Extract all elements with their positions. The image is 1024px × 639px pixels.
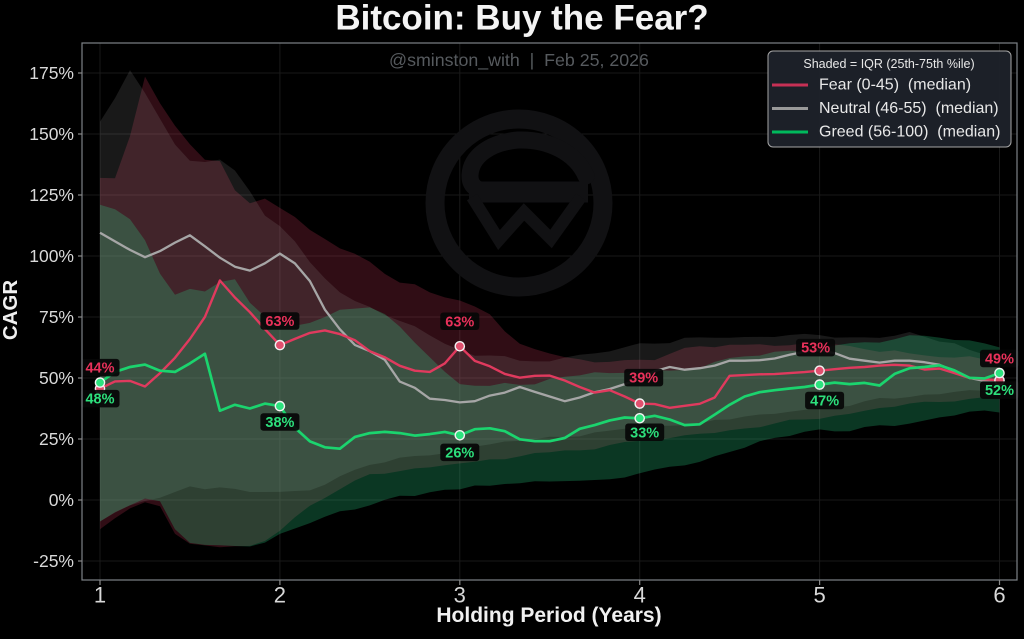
svg-text:33%: 33%	[630, 425, 659, 441]
svg-text:100%: 100%	[29, 246, 74, 266]
svg-text:3: 3	[454, 583, 466, 608]
svg-text:Fear (0-45) (median): Fear (0-45) (median)	[819, 77, 971, 94]
svg-text:50%: 50%	[39, 368, 74, 388]
svg-text:39%: 39%	[629, 371, 658, 387]
svg-text:63%: 63%	[445, 314, 474, 330]
svg-text:Holding Period (Years): Holding Period (Years)	[436, 604, 661, 627]
svg-text:38%: 38%	[265, 415, 294, 431]
svg-text:@sminston_with | Feb 25, 202: @sminston_with | Feb 25, 2026	[389, 50, 649, 71]
svg-text:4: 4	[634, 583, 646, 608]
svg-text:-25%: -25%	[33, 551, 74, 571]
svg-text:25%: 25%	[39, 429, 74, 449]
svg-text:Greed (56-100) (median): Greed (56-100) (median)	[819, 124, 1000, 141]
svg-text:175%: 175%	[29, 63, 74, 83]
svg-text:6: 6	[993, 583, 1005, 608]
svg-text:26%: 26%	[445, 445, 474, 461]
svg-text:Neutral (46-55) (median): Neutral (46-55) (median)	[819, 100, 999, 117]
svg-text:CAGR: CAGR	[0, 280, 22, 341]
svg-text:5: 5	[813, 583, 825, 608]
svg-text:52%: 52%	[985, 383, 1014, 399]
svg-text:44%: 44%	[85, 361, 114, 377]
svg-text:2: 2	[274, 583, 286, 608]
svg-text:49%: 49%	[985, 351, 1014, 367]
svg-text:53%: 53%	[801, 341, 830, 357]
svg-text:Bitcoin: Buy the Fear?: Bitcoin: Buy the Fear?	[335, 0, 708, 38]
svg-text:150%: 150%	[29, 124, 74, 144]
svg-text:75%: 75%	[39, 307, 74, 327]
svg-text:0%: 0%	[49, 490, 74, 510]
svg-text:47%: 47%	[810, 394, 839, 410]
svg-text:125%: 125%	[29, 185, 74, 205]
svg-text:1: 1	[94, 583, 106, 608]
svg-text:63%: 63%	[265, 314, 294, 330]
svg-text:48%: 48%	[85, 392, 114, 408]
svg-text:Shaded = IQR (25th-75th %ile): Shaded = IQR (25th-75th %ile)	[803, 57, 974, 71]
